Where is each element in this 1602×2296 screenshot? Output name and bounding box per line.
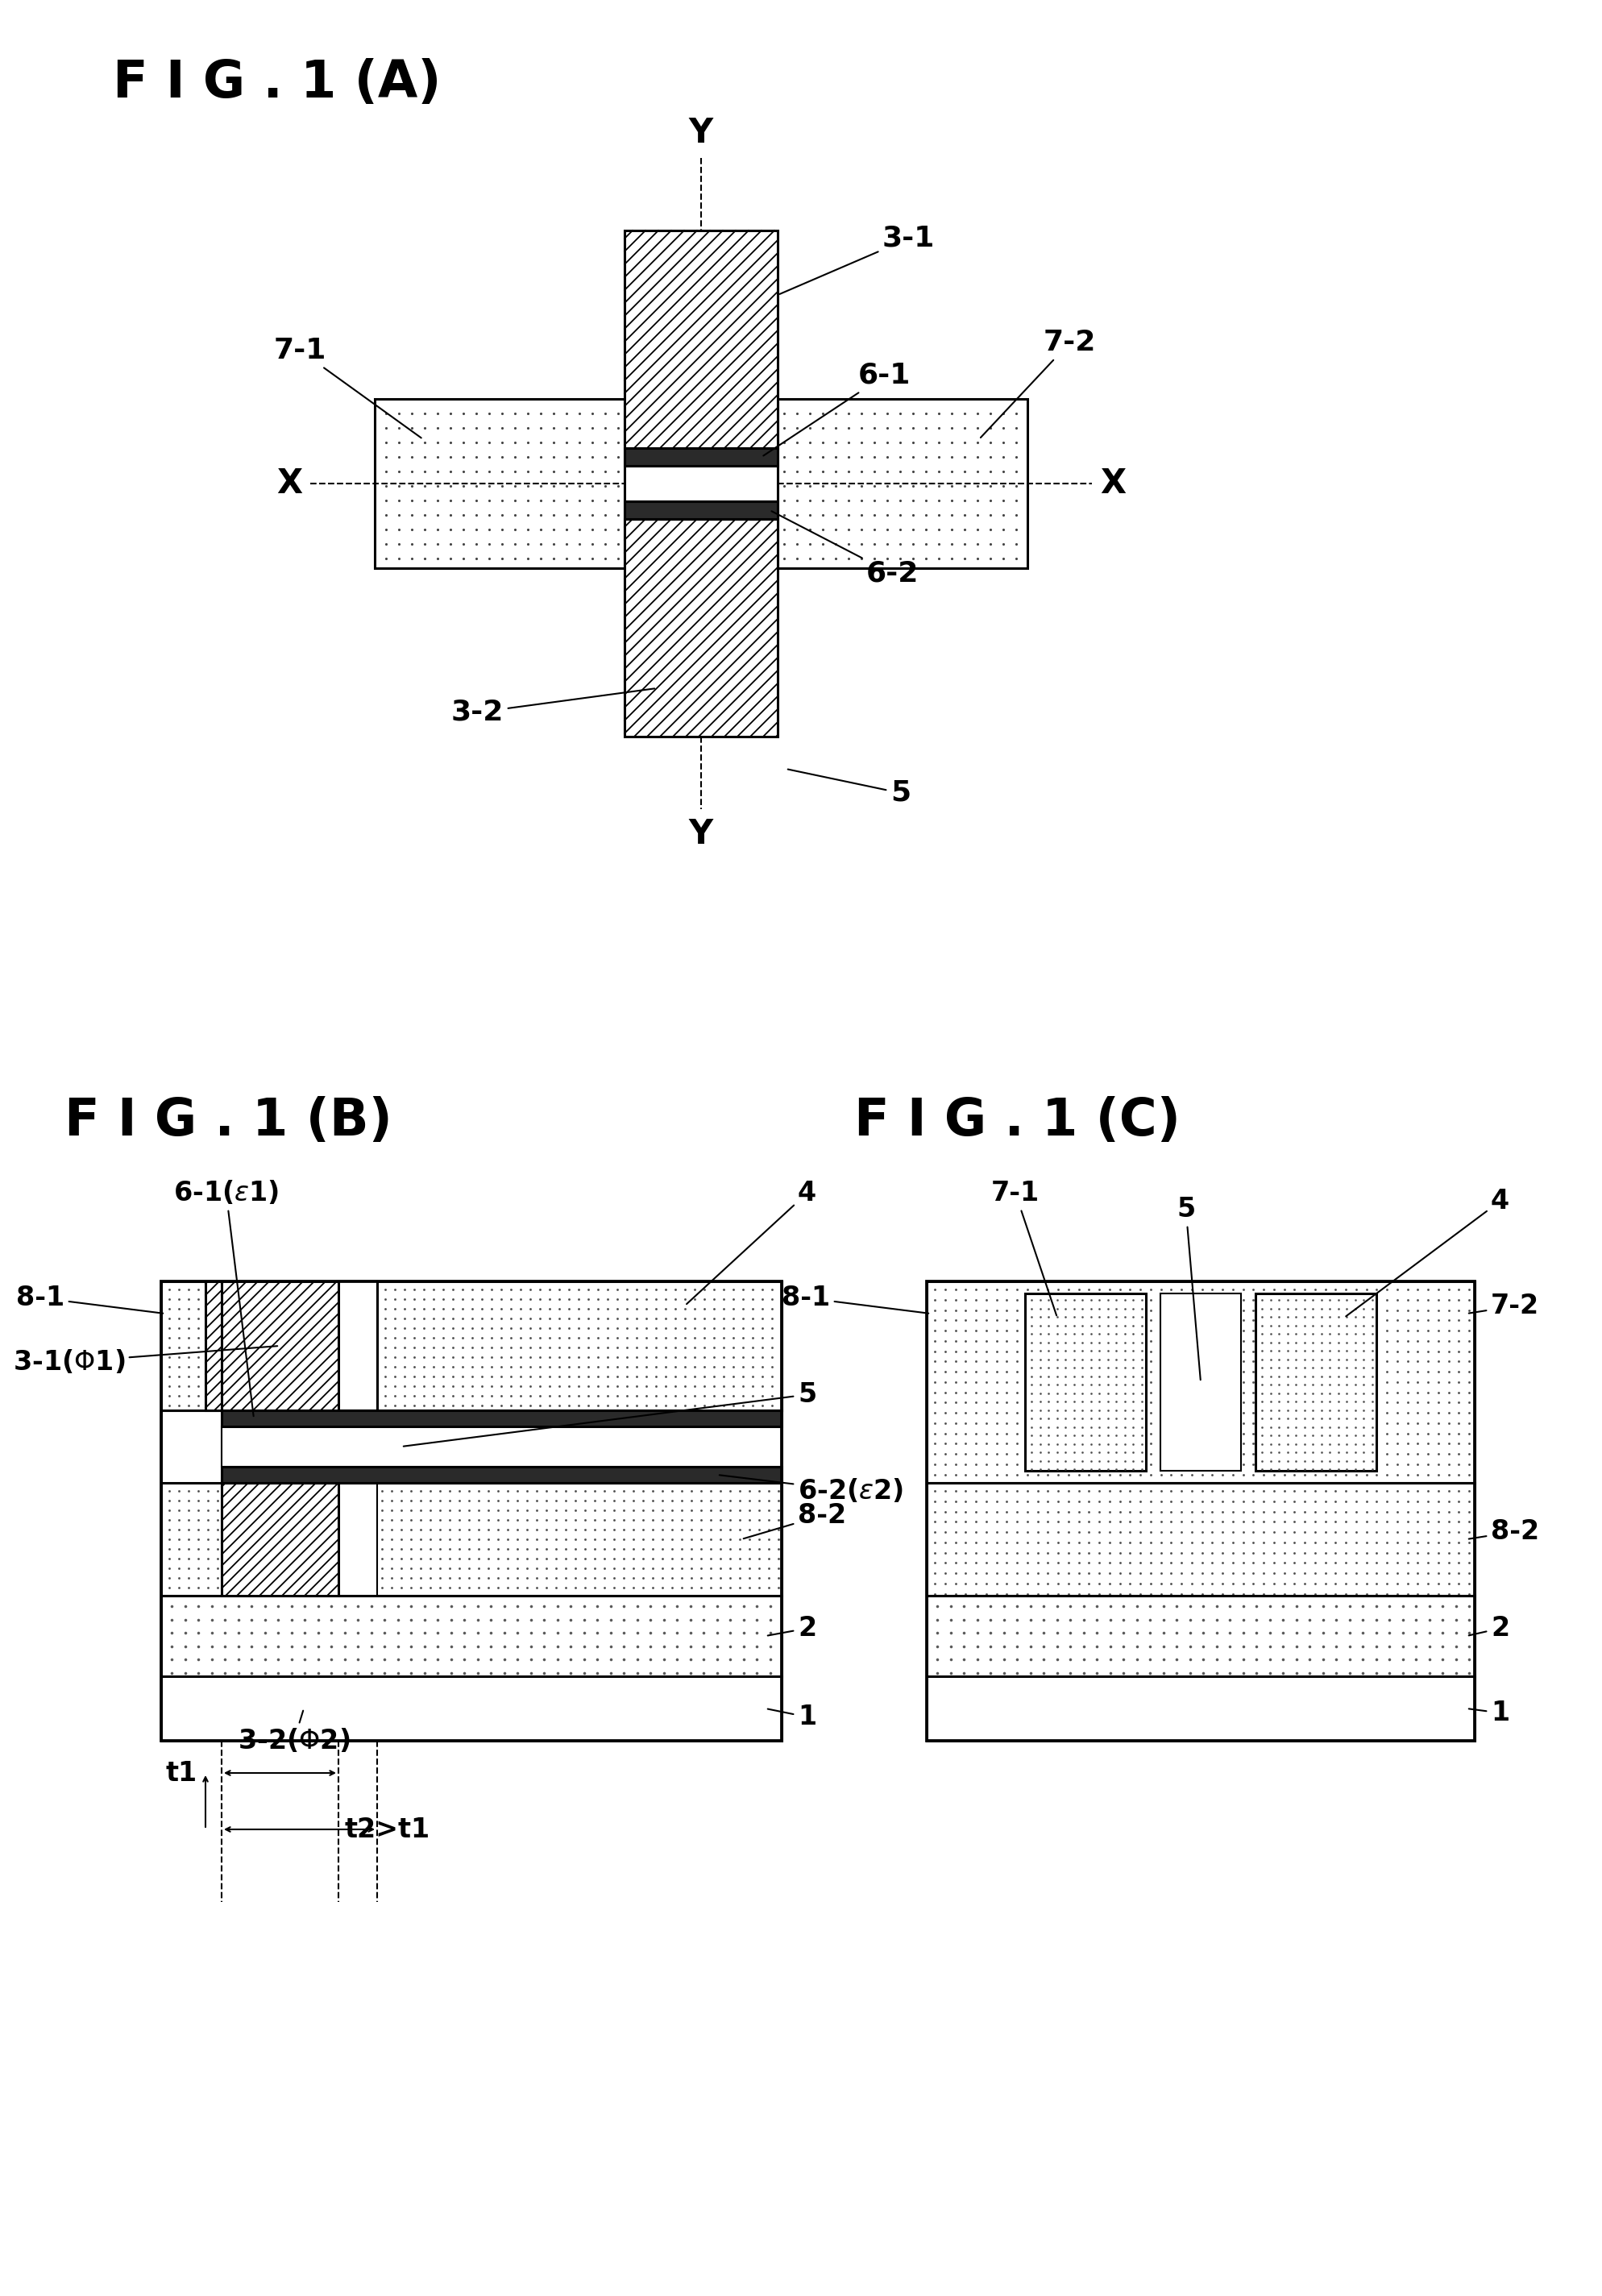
Bar — [926, 1281, 1475, 1740]
Text: 2: 2 — [767, 1614, 817, 1642]
Bar — [221, 1483, 338, 1596]
Bar — [221, 1281, 338, 1410]
Bar — [625, 448, 777, 466]
Text: 8-1: 8-1 — [782, 1283, 929, 1313]
Text: X: X — [276, 466, 303, 501]
Bar — [162, 1483, 782, 1596]
Text: 5: 5 — [1176, 1196, 1200, 1380]
Bar — [162, 1281, 782, 1740]
Bar — [926, 1596, 1475, 1676]
Bar — [221, 1410, 782, 1426]
Text: F I G . 1 (C): F I G . 1 (C) — [854, 1095, 1181, 1146]
Bar — [1025, 1293, 1145, 1472]
Text: Y: Y — [689, 817, 713, 852]
Bar — [338, 1281, 376, 1410]
Text: 3-2: 3-2 — [452, 689, 655, 726]
Text: 8-1: 8-1 — [16, 1283, 163, 1313]
Text: F I G . 1 (A): F I G . 1 (A) — [112, 57, 441, 108]
Bar — [1256, 1293, 1376, 1472]
Bar — [162, 1676, 782, 1740]
Bar — [376, 1281, 782, 1410]
Text: 1: 1 — [767, 1704, 817, 1731]
Text: 7-2: 7-2 — [980, 328, 1096, 439]
Text: 3-2($\Phi$2): 3-2($\Phi$2) — [237, 1711, 351, 1754]
Bar — [221, 1426, 782, 1467]
Text: Y: Y — [689, 117, 713, 149]
Bar — [1160, 1293, 1242, 1472]
Bar — [926, 1281, 1475, 1740]
Bar — [625, 230, 777, 448]
Bar — [926, 1483, 1475, 1596]
Text: 4: 4 — [687, 1180, 817, 1304]
Bar — [926, 1281, 1475, 1483]
Text: 5: 5 — [404, 1382, 817, 1446]
Bar — [338, 1483, 376, 1596]
Text: 7-2: 7-2 — [1469, 1293, 1540, 1320]
Text: X: X — [1101, 466, 1126, 501]
Bar — [205, 1281, 322, 1410]
Text: 7-1: 7-1 — [274, 338, 421, 439]
Text: 1: 1 — [1469, 1699, 1509, 1727]
Text: t1: t1 — [167, 1759, 197, 1786]
Text: 5: 5 — [788, 769, 910, 806]
Bar — [625, 501, 777, 519]
Text: 7-1: 7-1 — [992, 1180, 1057, 1316]
Text: 8-2: 8-2 — [1469, 1518, 1540, 1545]
Polygon shape — [777, 400, 1027, 567]
Text: 3-1: 3-1 — [780, 225, 936, 294]
Text: 4: 4 — [1346, 1187, 1509, 1316]
Bar — [162, 1281, 782, 1410]
Polygon shape — [375, 400, 625, 567]
Text: F I G . 1 (B): F I G . 1 (B) — [64, 1095, 392, 1146]
Text: 2: 2 — [1469, 1614, 1509, 1642]
Text: t2>t1: t2>t1 — [344, 1816, 431, 1844]
Text: 6-1: 6-1 — [764, 363, 912, 455]
Bar — [625, 519, 777, 737]
Text: 6-2: 6-2 — [772, 512, 920, 588]
Bar — [221, 1467, 782, 1483]
Bar — [162, 1281, 782, 1740]
Text: 3-1($\Phi$1): 3-1($\Phi$1) — [13, 1345, 277, 1375]
Bar — [162, 1596, 782, 1676]
Text: 8-2: 8-2 — [743, 1502, 846, 1538]
Text: 6-2($\varepsilon$2): 6-2($\varepsilon$2) — [719, 1474, 904, 1504]
Text: 6-1($\varepsilon$1): 6-1($\varepsilon$1) — [173, 1180, 279, 1417]
Bar — [926, 1676, 1475, 1740]
Bar — [162, 1281, 221, 1410]
